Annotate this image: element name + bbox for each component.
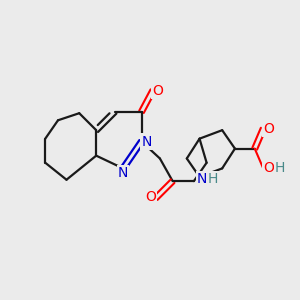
Text: O: O [263,122,274,136]
Text: N: N [118,167,128,181]
Text: O: O [145,190,156,204]
Text: H: H [275,161,285,176]
Text: N: N [141,134,152,148]
Text: N: N [196,172,207,186]
Text: O: O [263,161,274,176]
Text: O: O [152,84,164,98]
Text: H: H [208,172,218,186]
